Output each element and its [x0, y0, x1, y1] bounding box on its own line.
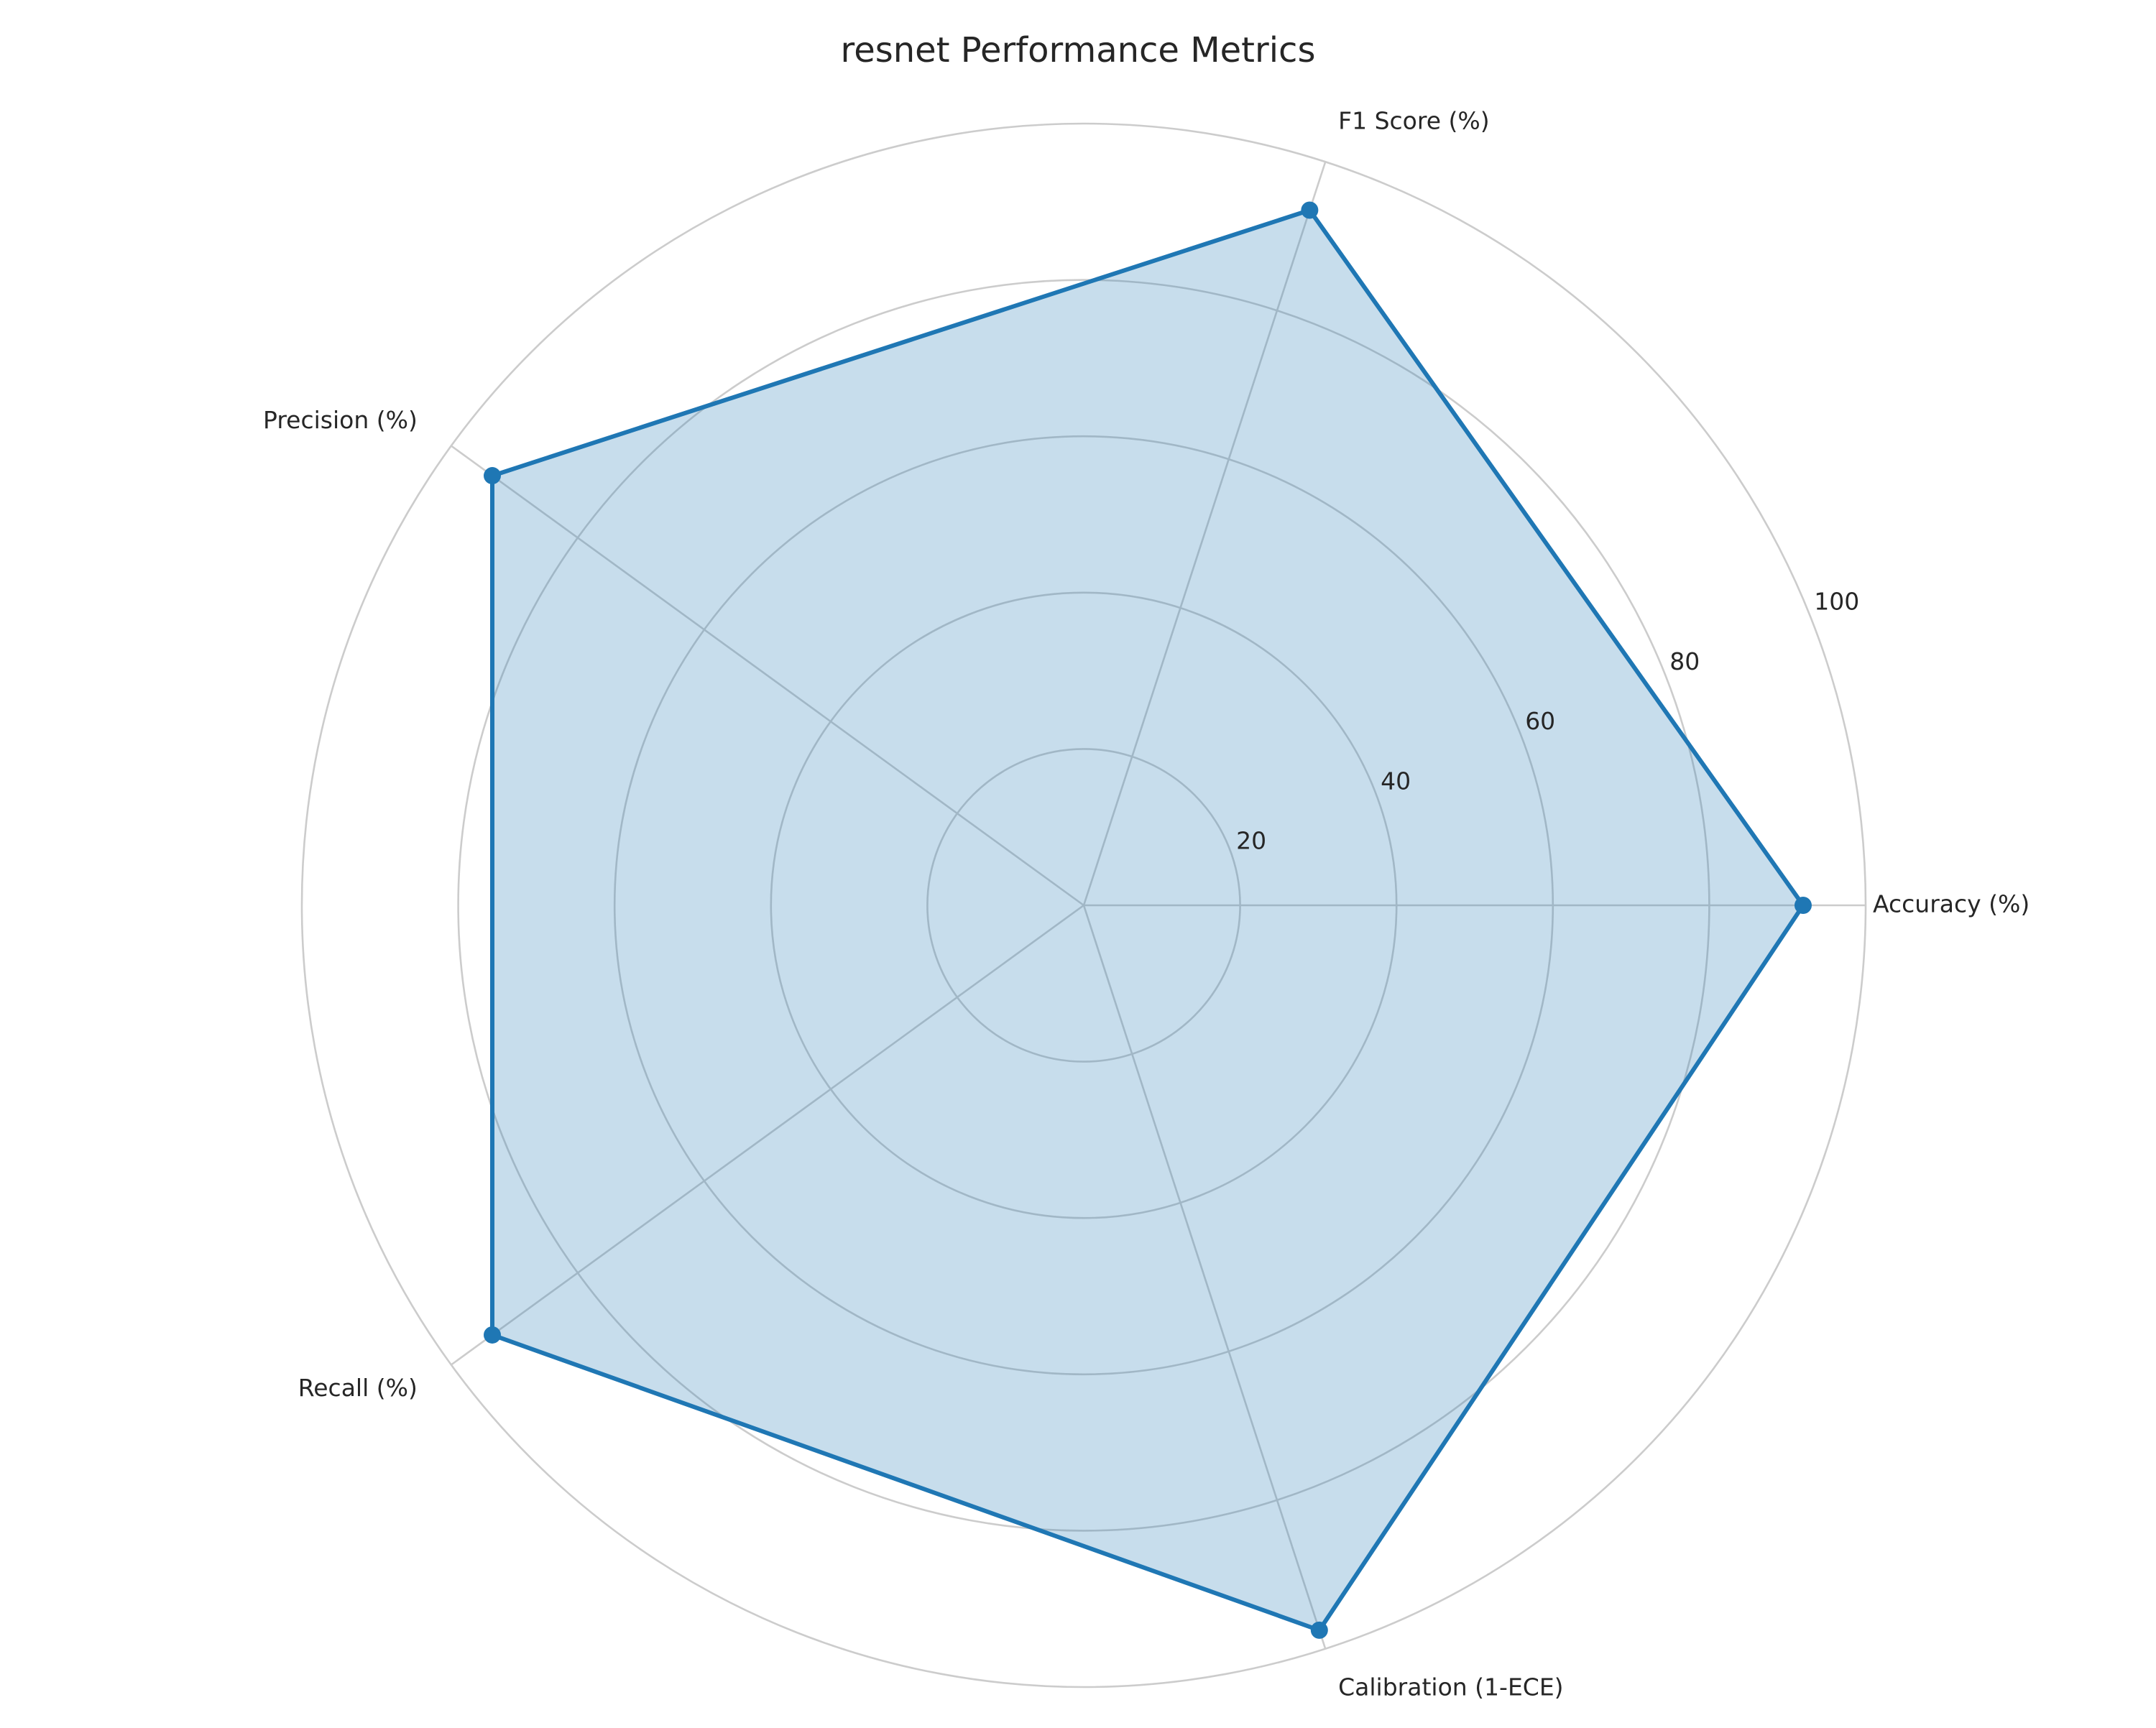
radar-data: [484, 201, 1812, 1639]
r-tick-label-100: 100: [1814, 588, 1859, 616]
category-label-2: F1 Score (%): [1338, 107, 1489, 135]
grid-spoke-4: [451, 904, 1084, 1366]
data-point-2: [1301, 201, 1319, 219]
data-point-4: [484, 1326, 502, 1344]
chart-title: resnet Performance Metrics: [841, 30, 1316, 70]
series-area: [492, 210, 1803, 1630]
r-tick-label-80: 80: [1669, 647, 1700, 675]
grid-spoke-5: [1082, 905, 1327, 1650]
r-tick-label-20: 20: [1236, 827, 1266, 855]
series-line: [490, 208, 1805, 1632]
data-point-5: [1310, 1621, 1328, 1639]
category-label-4: Recall (%): [298, 1374, 418, 1402]
data-point-3: [484, 467, 502, 485]
r-tick-label-60: 60: [1525, 707, 1555, 735]
category-label-5: Calibration (1-ECE): [1338, 1673, 1563, 1701]
grid-spoke-2: [1082, 161, 1327, 906]
category-label-3: Precision (%): [263, 406, 418, 434]
category-label-1: Accuracy (%): [1873, 890, 2030, 918]
grid-spoke-3: [451, 445, 1084, 907]
data-point-1: [1794, 897, 1812, 914]
radar-grid: [300, 122, 1867, 1688]
radar-labels: 20 40 60 80 100 Accuracy (%) F1 Score (%) Preci…: [263, 107, 2030, 1701]
r-tick-label-40: 40: [1381, 767, 1411, 795]
